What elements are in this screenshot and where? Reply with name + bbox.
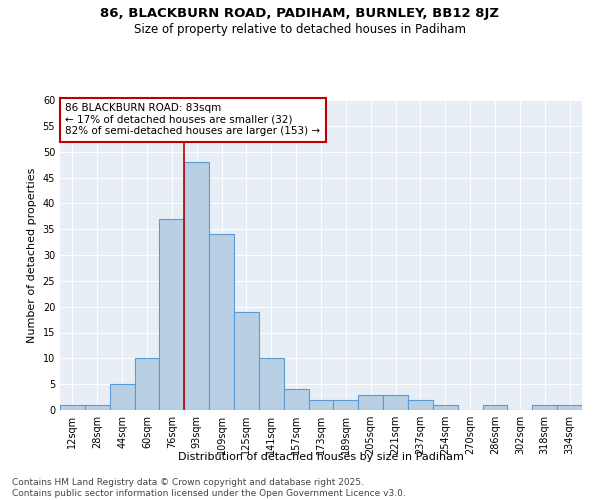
Text: Size of property relative to detached houses in Padiham: Size of property relative to detached ho… xyxy=(134,22,466,36)
Text: Distribution of detached houses by size in Padiham: Distribution of detached houses by size … xyxy=(178,452,464,462)
Bar xyxy=(259,358,284,410)
Bar xyxy=(433,405,458,410)
Bar xyxy=(557,405,582,410)
Text: Contains HM Land Registry data © Crown copyright and database right 2025.
Contai: Contains HM Land Registry data © Crown c… xyxy=(12,478,406,498)
Bar xyxy=(308,400,334,410)
Bar xyxy=(383,394,408,410)
Bar xyxy=(408,400,433,410)
Bar xyxy=(110,384,134,410)
Y-axis label: Number of detached properties: Number of detached properties xyxy=(27,168,37,342)
Text: 86, BLACKBURN ROAD, PADIHAM, BURNLEY, BB12 8JZ: 86, BLACKBURN ROAD, PADIHAM, BURNLEY, BB… xyxy=(101,8,499,20)
Bar xyxy=(134,358,160,410)
Bar xyxy=(234,312,259,410)
Bar xyxy=(85,405,110,410)
Bar xyxy=(358,394,383,410)
Bar xyxy=(184,162,209,410)
Text: 86 BLACKBURN ROAD: 83sqm
← 17% of detached houses are smaller (32)
82% of semi-d: 86 BLACKBURN ROAD: 83sqm ← 17% of detach… xyxy=(65,103,320,136)
Bar xyxy=(482,405,508,410)
Bar xyxy=(334,400,358,410)
Bar xyxy=(60,405,85,410)
Bar xyxy=(209,234,234,410)
Bar xyxy=(160,219,184,410)
Bar xyxy=(284,390,308,410)
Bar xyxy=(532,405,557,410)
